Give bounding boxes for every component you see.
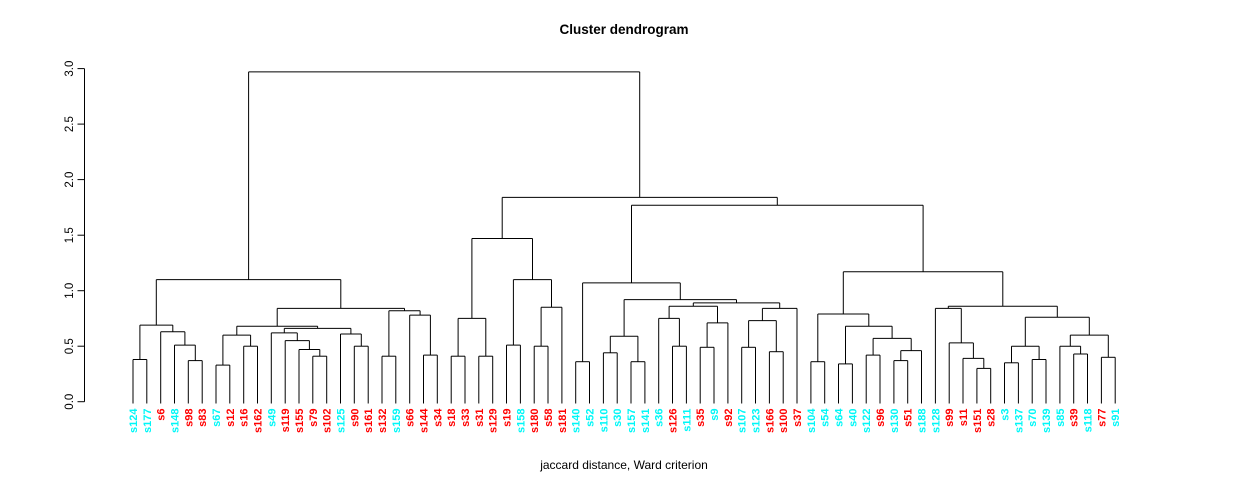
leaf-label-s139: s139 [1041, 409, 1053, 433]
leaf-label-s28: s28 [986, 409, 998, 427]
leaf-label-s83: s83 [197, 409, 209, 427]
y-tick-label: 2.5 [64, 116, 76, 132]
leaf-label-s118: s118 [1083, 409, 1095, 433]
leaf-label-s52: s52 [585, 409, 597, 427]
leaf-label-s16: s16 [239, 409, 251, 427]
leaf-label-s132: s132 [377, 409, 389, 433]
leaf-label-s130: s130 [889, 409, 901, 433]
leaf-label-s99: s99 [944, 409, 956, 427]
leaf-label-s119: s119 [280, 409, 292, 433]
leaf-label-s102: s102 [322, 409, 334, 433]
leaf-label-s161: s161 [363, 409, 375, 433]
leaf-label-s70: s70 [1027, 409, 1039, 427]
leaf-label-s166: s166 [764, 409, 776, 433]
leaf-label-s148: s148 [170, 409, 182, 433]
leaf-label-s107: s107 [737, 409, 749, 433]
leaf-label-s137: s137 [1013, 409, 1025, 433]
leaf-label-s180: s180 [529, 409, 541, 433]
leaf-label-s151: s151 [972, 409, 984, 433]
leaf-label-s66: s66 [405, 409, 417, 427]
leaf-label-s3: s3 [1000, 409, 1012, 421]
leaf-label-s11: s11 [958, 409, 970, 427]
leaf-label-s155: s155 [294, 409, 306, 433]
leaf-label-s141: s141 [640, 409, 652, 433]
leaf-label-s54: s54 [820, 408, 832, 427]
leaf-label-s34: s34 [432, 408, 444, 427]
leaf-label-s49: s49 [266, 409, 278, 427]
leaf-label-s129: s129 [488, 409, 500, 433]
leaf-label-s140: s140 [571, 409, 583, 433]
leaf-label-s91: s91 [1110, 409, 1122, 427]
leaf-label-s125: s125 [336, 409, 348, 433]
leaf-label-s90: s90 [349, 409, 361, 427]
y-tick-label: 3.0 [64, 61, 76, 77]
x-axis-caption: jaccard distance, Ward criterion [540, 458, 708, 472]
leaf-label-s98: s98 [183, 409, 195, 427]
leaf-label-s39: s39 [1069, 409, 1081, 427]
leaf-label-s30: s30 [612, 409, 624, 427]
leaf-label-s9: s9 [709, 409, 721, 421]
leaf-label-s92: s92 [723, 409, 735, 427]
y-tick-label: 1.0 [64, 283, 76, 299]
leaf-label-s124: s124 [128, 408, 140, 433]
leaf-label-s18: s18 [446, 409, 458, 427]
leaf-label-s123: s123 [751, 409, 763, 433]
leaf-label-s177: s177 [142, 409, 154, 433]
leaf-label-s144: s144 [419, 408, 431, 433]
leaf-label-s6: s6 [156, 409, 168, 421]
leaf-label-s157: s157 [626, 409, 638, 433]
leaf-label-s19: s19 [502, 409, 514, 427]
leaf-label-s67: s67 [211, 409, 223, 427]
leaf-label-s126: s126 [668, 409, 680, 433]
leaf-label-s33: s33 [460, 409, 472, 427]
y-tick-label: 2.0 [64, 172, 76, 188]
leaf-label-s35: s35 [695, 409, 707, 427]
leaf-label-s58: s58 [543, 409, 555, 427]
leaf-label-s122: s122 [861, 409, 873, 433]
leaf-label-s85: s85 [1055, 409, 1067, 427]
leaf-label-s111: s111 [681, 409, 693, 432]
leaf-label-s158: s158 [515, 409, 527, 433]
leaf-label-s79: s79 [308, 409, 320, 427]
leaf-label-s181: s181 [557, 409, 569, 433]
leaf-label-s96: s96 [875, 409, 887, 427]
y-tick-label: 0.5 [64, 338, 76, 354]
leaf-label-s36: s36 [654, 409, 666, 427]
leaf-label-s159: s159 [391, 409, 403, 433]
leaf-label-s110: s110 [598, 409, 610, 433]
leaf-label-s51: s51 [903, 409, 915, 427]
leaf-label-s64: s64 [834, 408, 846, 427]
chart-title: Cluster dendrogram [559, 22, 689, 37]
leaf-label-s77: s77 [1096, 409, 1108, 427]
leaf-label-s37: s37 [792, 409, 804, 427]
leaf-label-s40: s40 [847, 409, 859, 427]
leaf-label-s100: s100 [778, 409, 790, 433]
leaf-label-s128: s128 [930, 409, 942, 433]
leaf-label-s104: s104 [806, 408, 818, 433]
leaf-label-s188: s188 [917, 409, 929, 433]
y-tick-label: 0.0 [64, 394, 76, 410]
leaf-label-s31: s31 [474, 409, 486, 427]
y-tick-label: 1.5 [64, 227, 76, 243]
leaf-label-s162: s162 [253, 409, 265, 433]
leaf-label-s12: s12 [225, 409, 237, 427]
